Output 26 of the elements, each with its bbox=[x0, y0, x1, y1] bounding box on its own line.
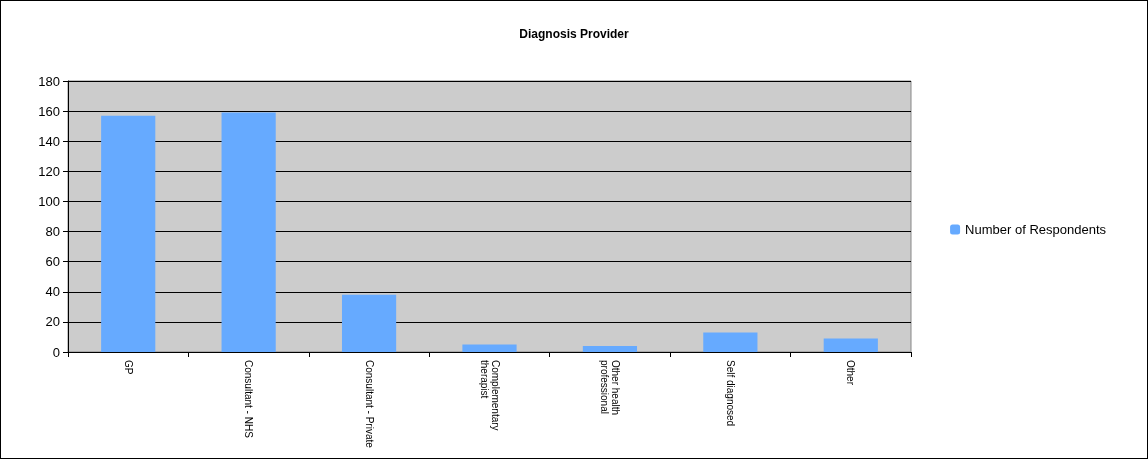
bar bbox=[462, 344, 517, 352]
bar bbox=[582, 345, 638, 352]
x-tick-label: Complementary therapist bbox=[478, 360, 501, 434]
x-tick-label: GP bbox=[122, 360, 134, 375]
y-tick-label: 160 bbox=[38, 103, 60, 119]
y-tick-label: 0 bbox=[52, 344, 60, 360]
y-tick-label: 180 bbox=[38, 73, 60, 89]
y-tick-label: 120 bbox=[38, 163, 60, 179]
x-tick-label: Other health professional bbox=[598, 360, 621, 418]
x-tick-label: Consultant - Private bbox=[363, 360, 375, 449]
legend-label: Number of Respondents bbox=[965, 222, 1107, 237]
bar bbox=[101, 115, 156, 352]
x-tick-label: Other bbox=[845, 360, 857, 386]
x-tick-label: Consultant - NHS bbox=[243, 360, 255, 439]
x-tick-label: Self diagnosed bbox=[724, 360, 736, 427]
bar bbox=[341, 294, 397, 352]
bar bbox=[221, 112, 276, 352]
chart-title: Diagnosis Provider bbox=[519, 27, 630, 41]
y-tick-label: 40 bbox=[45, 284, 60, 300]
y-tick-label: 20 bbox=[45, 314, 60, 330]
y-tick-label: 80 bbox=[45, 224, 60, 240]
y-tick-label: 100 bbox=[38, 193, 60, 209]
y-tick-label: 60 bbox=[45, 254, 60, 270]
bar bbox=[823, 338, 878, 352]
y-tick-label: 140 bbox=[38, 133, 60, 149]
bar bbox=[703, 332, 758, 352]
